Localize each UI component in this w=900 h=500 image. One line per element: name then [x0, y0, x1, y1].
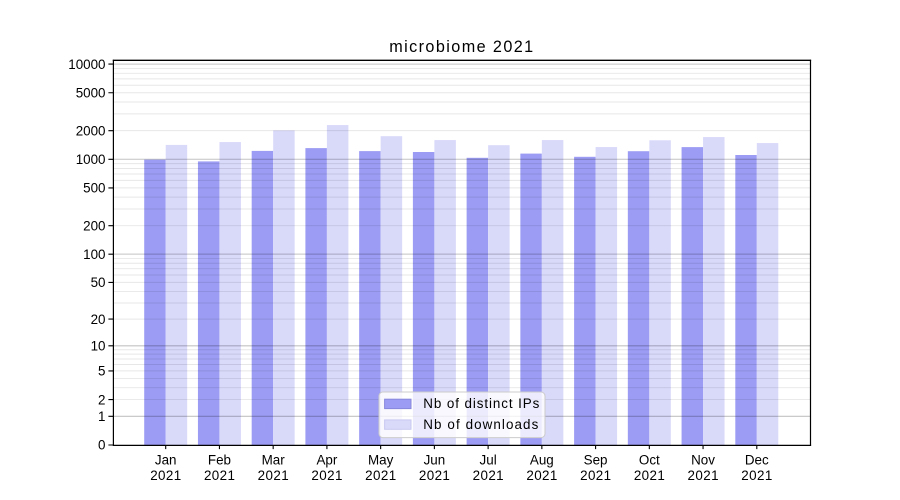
svg-text:5000: 5000	[76, 85, 106, 100]
svg-text:Nov: Nov	[691, 453, 715, 468]
svg-text:20: 20	[91, 312, 106, 327]
svg-text:100: 100	[83, 247, 105, 262]
svg-text:Nb of downloads: Nb of downloads	[423, 417, 538, 432]
svg-text:2021: 2021	[526, 468, 557, 483]
svg-text:Dec: Dec	[745, 453, 769, 468]
svg-text:50: 50	[91, 275, 106, 290]
svg-text:Jan: Jan	[155, 453, 177, 468]
svg-text:2: 2	[98, 392, 105, 407]
svg-text:2021: 2021	[688, 468, 719, 483]
svg-text:May: May	[368, 453, 394, 468]
svg-text:Feb: Feb	[208, 453, 231, 468]
svg-text:Oct: Oct	[639, 453, 660, 468]
svg-text:2021: 2021	[311, 468, 342, 483]
svg-text:0: 0	[98, 438, 105, 453]
svg-text:2021: 2021	[365, 468, 396, 483]
svg-text:1: 1	[98, 409, 105, 424]
svg-text:2021: 2021	[204, 468, 235, 483]
svg-text:2021: 2021	[634, 468, 665, 483]
svg-text:2021: 2021	[150, 468, 181, 483]
svg-text:Nb of distinct IPs: Nb of distinct IPs	[423, 396, 539, 411]
svg-text:Aug: Aug	[530, 453, 554, 468]
svg-text:500: 500	[83, 181, 105, 196]
svg-text:Jul: Jul	[480, 453, 497, 468]
svg-text:2021: 2021	[741, 468, 772, 483]
svg-text:2021: 2021	[258, 468, 289, 483]
svg-text:Sep: Sep	[584, 453, 608, 468]
svg-text:200: 200	[83, 218, 105, 233]
svg-text:1000: 1000	[76, 152, 106, 167]
svg-text:2000: 2000	[76, 123, 106, 138]
svg-text:2021: 2021	[580, 468, 611, 483]
svg-text:2021: 2021	[419, 468, 450, 483]
svg-text:10000: 10000	[68, 57, 105, 72]
svg-text:microbiome 2021: microbiome 2021	[389, 38, 533, 56]
svg-text:2021: 2021	[473, 468, 504, 483]
svg-text:10: 10	[91, 339, 106, 354]
svg-text:Mar: Mar	[262, 453, 286, 468]
svg-text:Apr: Apr	[316, 453, 337, 468]
svg-text:5: 5	[98, 364, 105, 379]
svg-text:Jun: Jun	[424, 453, 446, 468]
